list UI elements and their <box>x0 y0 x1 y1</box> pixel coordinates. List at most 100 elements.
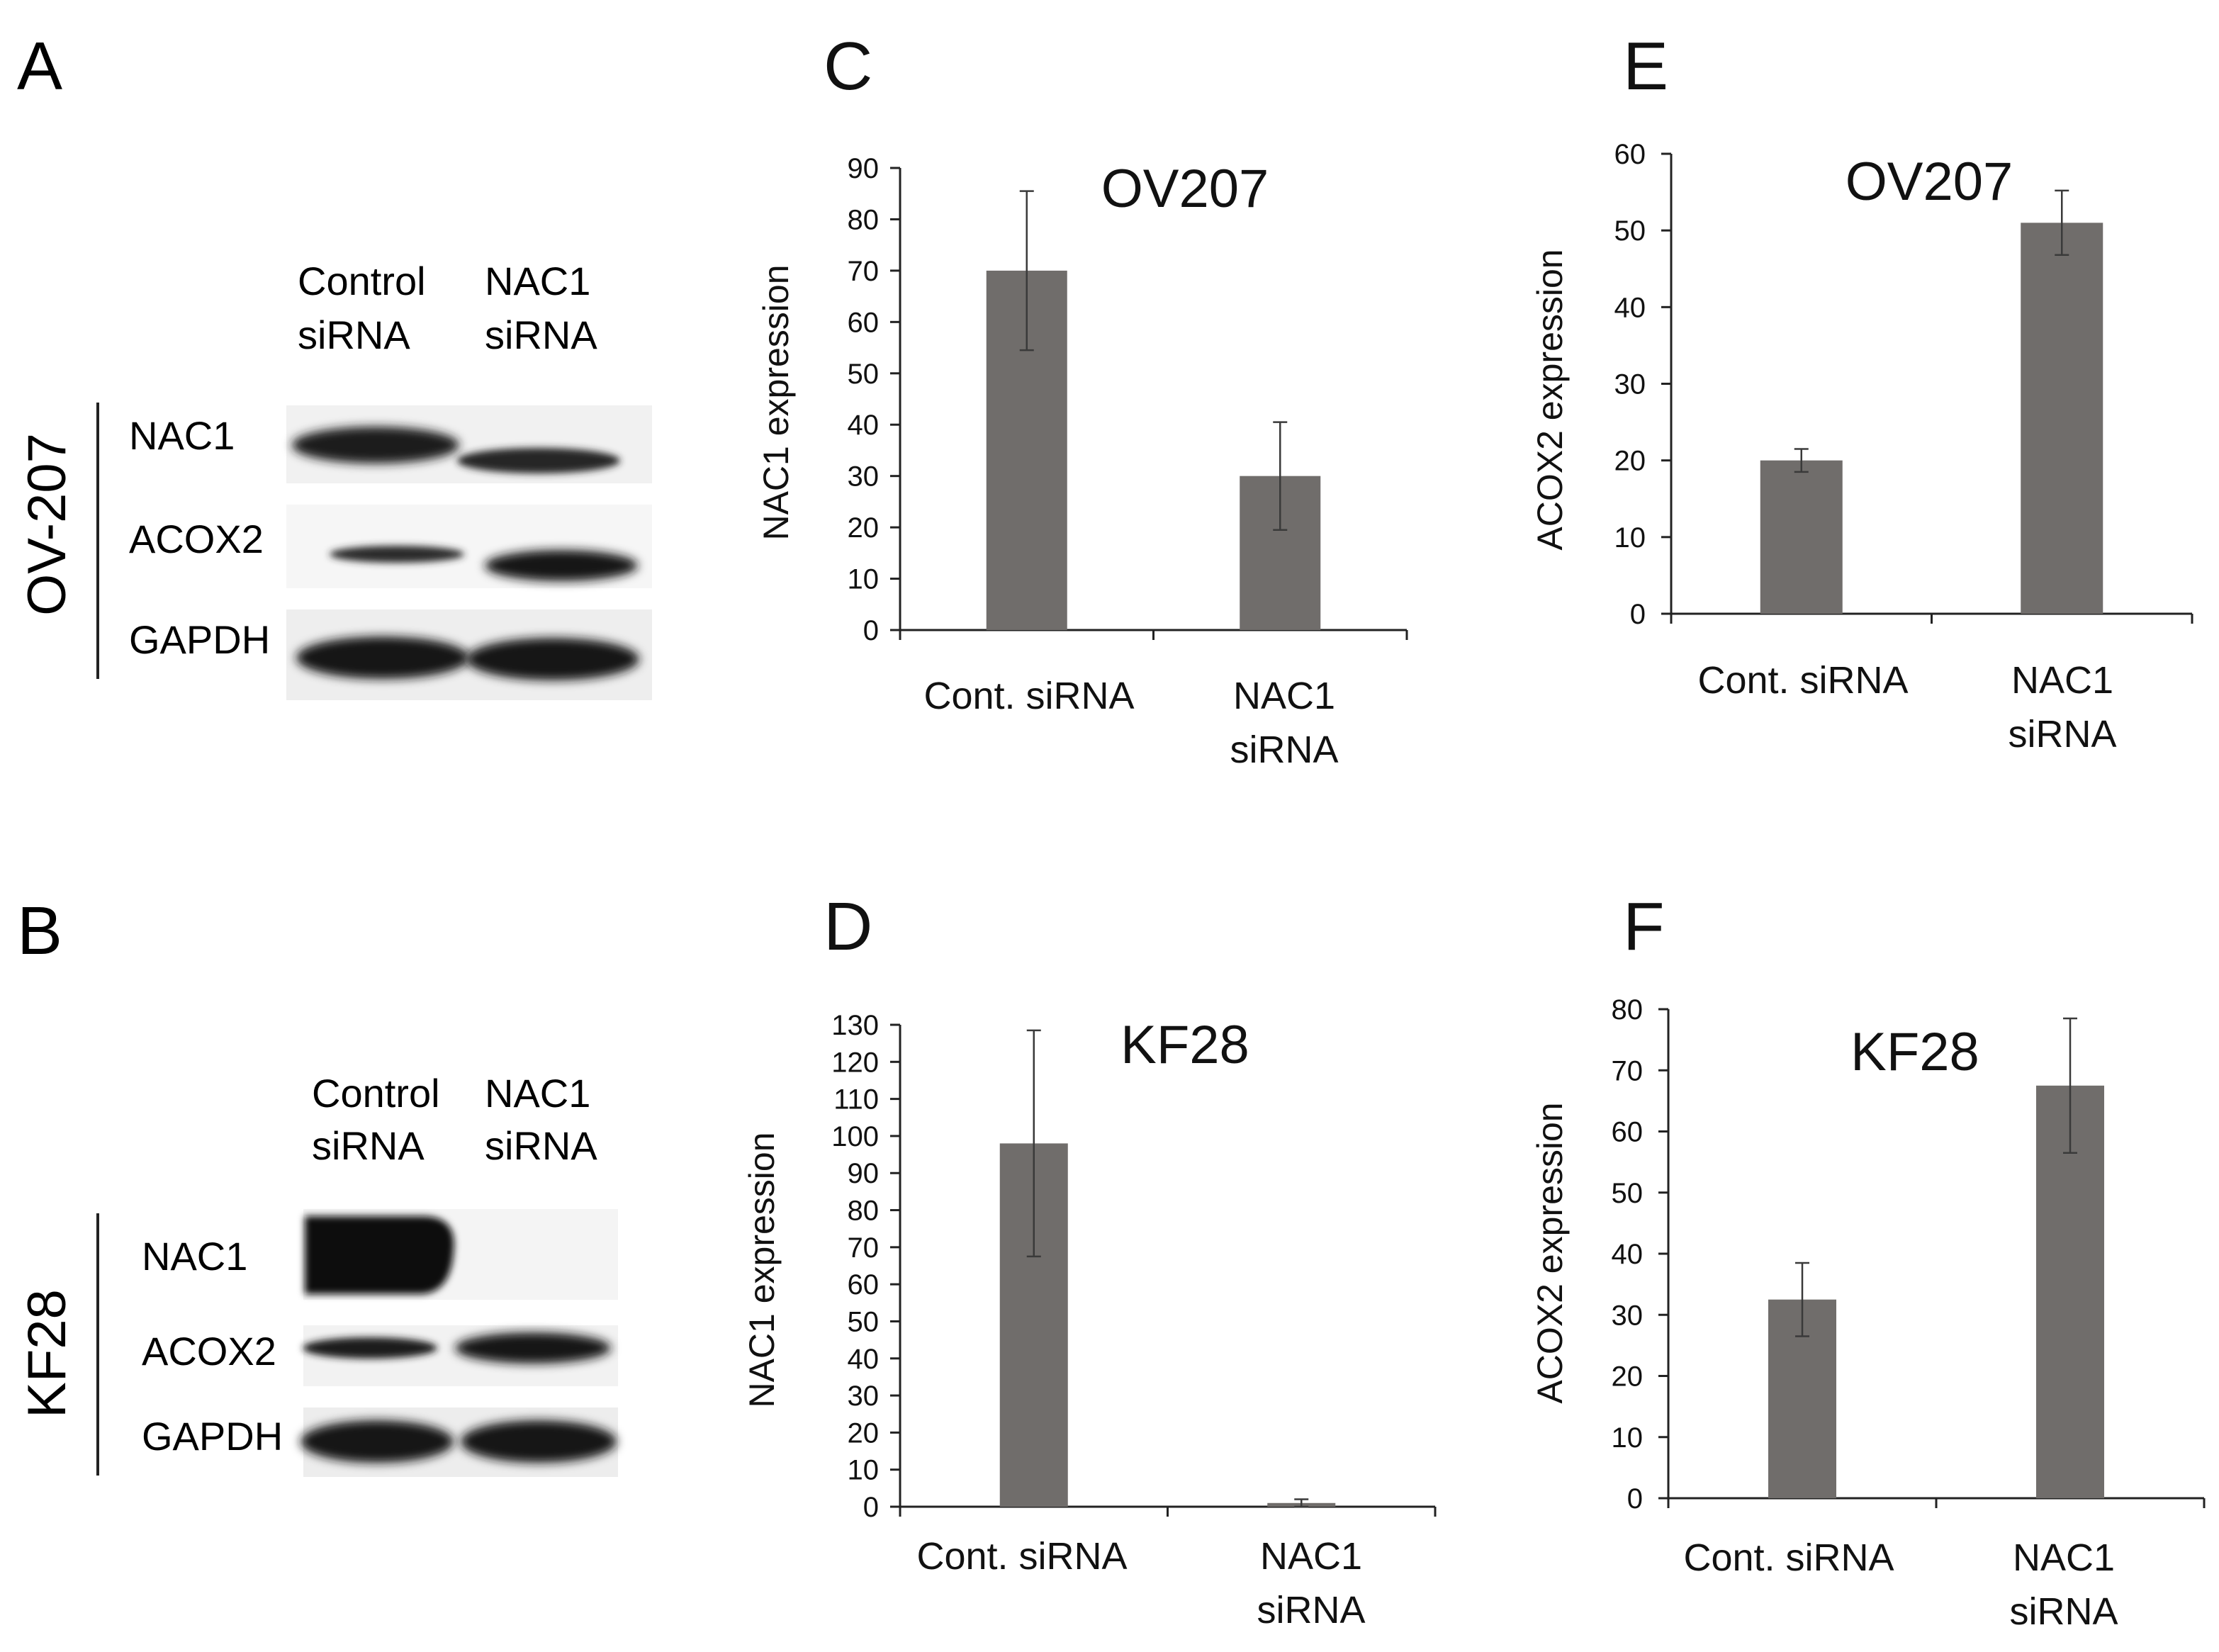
chart-panel-f: F KF28 ACOX2 expression 0 10 20 30 40 50 60 70 80 Co… <box>1530 889 2206 1633</box>
y-tick-label: 30 <box>848 461 880 493</box>
y-tick-label: 70 <box>1612 1055 1644 1086</box>
y-tick-label: 10 <box>848 1455 880 1486</box>
y-tick-label: 30 <box>1614 369 1646 400</box>
x-category-label: Cont. siRNA <box>923 675 1134 717</box>
band-acox2-control <box>303 1337 437 1359</box>
lane-label-2-line-2: siRNA <box>485 1123 597 1168</box>
y-tick-label: 0 <box>863 615 879 646</box>
y-tick-label: 100 <box>831 1121 879 1152</box>
panel-letter-a: A <box>17 28 62 104</box>
y-tick-label: 70 <box>848 256 880 287</box>
x-category-label: Cont. siRNA <box>1697 659 1908 702</box>
band-acox2-control <box>330 546 464 563</box>
band-nac1-knockdown <box>457 448 620 473</box>
bar <box>2036 1085 2104 1498</box>
y-tick-label: 80 <box>1612 994 1644 1026</box>
y-tick-label: 30 <box>1612 1300 1644 1331</box>
lane-label-2-line-1: NAC1 <box>485 1071 590 1116</box>
y-tick-label: 40 <box>1614 292 1646 323</box>
y-tick-label: 120 <box>831 1047 879 1078</box>
band-gapdh-control <box>300 1420 454 1463</box>
chart-title: OV207 <box>1846 152 2013 212</box>
bar <box>1760 460 1843 614</box>
protein-label-gapdh: GAPDH <box>129 617 270 662</box>
y-tick-label: 70 <box>848 1232 880 1264</box>
y-tick-label: 90 <box>848 1158 880 1189</box>
x-category-label: NAC1 <box>1260 1535 1362 1578</box>
band-nac1-control <box>292 427 459 463</box>
y-tick-label: 60 <box>1612 1117 1644 1148</box>
protein-label-nac1: NAC1 <box>129 413 235 458</box>
chart-title: KF28 <box>1850 1022 1979 1082</box>
y-tick-label: 80 <box>848 204 880 235</box>
y-tick-label: 0 <box>1630 599 1646 630</box>
protein-label-acox2: ACOX2 <box>142 1329 276 1373</box>
y-tick-label: 0 <box>1627 1483 1643 1515</box>
y-axis-title: ACOX2 expression <box>1530 1102 1570 1403</box>
y-tick-label: 10 <box>848 564 880 595</box>
x-category-label: siRNA <box>2009 1590 2118 1633</box>
y-axis-title: NAC1 expression <box>742 1132 782 1407</box>
y-tick-label: 110 <box>833 1084 879 1116</box>
cell-line-label: OV-207 <box>17 433 77 616</box>
x-category-label: Cont. siRNA <box>1683 1536 1894 1579</box>
x-category-label: siRNA <box>1230 729 1338 771</box>
protein-label-gapdh: GAPDH <box>142 1414 283 1459</box>
x-category-label: siRNA <box>1257 1589 1365 1631</box>
y-tick-label: 130 <box>831 1010 879 1041</box>
panel-letter: D <box>824 889 872 965</box>
protein-label-acox2: ACOX2 <box>129 517 264 561</box>
y-tick-label: 20 <box>1612 1361 1644 1393</box>
y-tick-label: 20 <box>848 512 880 544</box>
lane-label-1-line-1: Control <box>298 259 426 303</box>
chart-panel-c: C OV207 NAC1 expression 0 10 20 30 40 50 60 70 80 90… <box>756 28 1408 771</box>
y-tick-label: 0 <box>863 1492 879 1523</box>
y-tick-label: 80 <box>848 1196 880 1227</box>
panel-letter: E <box>1623 28 1668 104</box>
y-tick-label: 50 <box>1612 1178 1644 1209</box>
y-axis-title: NAC1 expression <box>756 264 796 540</box>
lane-label-2-line-1: NAC1 <box>485 259 590 303</box>
chart-title: KF28 <box>1120 1015 1249 1075</box>
y-tick-label: 20 <box>1614 446 1646 477</box>
chart-title: OV207 <box>1101 159 1269 219</box>
chart-panel-e: E OV207 ACOX2 expression 0 10 20 30 40 50 60 Cont.… <box>1530 28 2193 755</box>
y-tick-label: 60 <box>1614 139 1646 170</box>
y-tick-label: 30 <box>848 1381 880 1412</box>
y-tick-label: 40 <box>1612 1239 1644 1270</box>
y-tick-label: 60 <box>848 307 880 338</box>
lane-label-2-line-2: siRNA <box>485 313 597 357</box>
x-category-label: NAC1 <box>1233 675 1335 717</box>
x-category-label: NAC1 <box>2013 1536 2115 1579</box>
band-gapdh-knockdown <box>461 1420 617 1463</box>
blot-panel-b: B Control siRNA NAC1 siRNA KF28 NAC1 ACO… <box>17 893 618 1477</box>
y-axis-title: ACOX2 expression <box>1530 249 1570 550</box>
band-nac1-control <box>305 1216 454 1294</box>
x-category-label: NAC1 <box>2011 659 2113 702</box>
lane-label-1-line-2: siRNA <box>312 1123 425 1168</box>
band-acox2-knockdown <box>455 1332 611 1364</box>
lane-label-1-line-2: siRNA <box>298 313 410 357</box>
blot-panel-a: A Control siRNA NAC1 siRNA OV-207 NAC1 A… <box>17 28 652 700</box>
x-category-label: Cont. siRNA <box>916 1535 1127 1578</box>
y-tick-label: 40 <box>848 410 880 441</box>
y-tick-label: 60 <box>848 1269 880 1300</box>
y-tick-label: 50 <box>848 359 880 390</box>
band-gapdh-control <box>296 636 469 679</box>
lane-label-1-line-1: Control <box>312 1071 440 1116</box>
y-tick-label: 90 <box>848 153 880 184</box>
bar <box>2021 223 2103 614</box>
y-tick-label: 40 <box>848 1344 880 1375</box>
y-tick-label: 10 <box>1614 522 1646 554</box>
y-tick-label: 50 <box>848 1306 880 1337</box>
y-tick-label: 50 <box>1614 215 1646 247</box>
band-gapdh-knockdown <box>466 638 639 680</box>
panel-letter-b: B <box>17 893 62 969</box>
protein-label-nac1: NAC1 <box>142 1234 247 1279</box>
y-tick-label: 20 <box>848 1417 880 1449</box>
x-category-label: siRNA <box>2008 713 2116 755</box>
band-acox2-knockdown <box>485 550 638 581</box>
chart-panel-d: D KF28 NAC1 expression 0 10 20 30 40 50 60 70 80 90 1… <box>742 889 1437 1631</box>
cell-line-label: KF28 <box>17 1289 77 1418</box>
